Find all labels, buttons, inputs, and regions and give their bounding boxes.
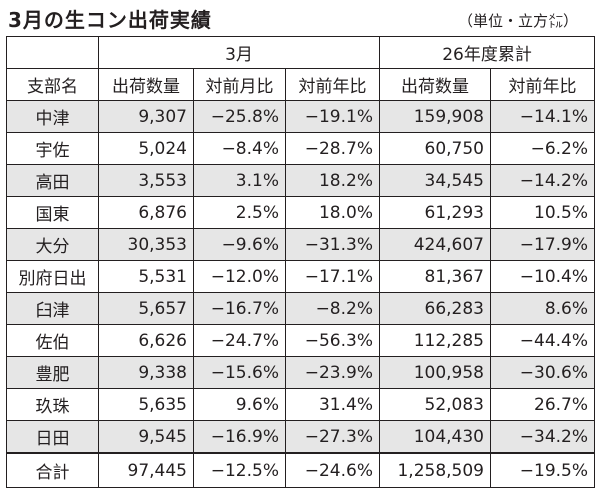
value-cell: −8.2% [285,292,380,325]
column-header: 支部名 [6,68,99,101]
value-cell: −10.4% [489,260,596,293]
value-cell: 26.7% [489,388,596,421]
value-cell: 6,876 [98,196,194,229]
value-cell: 100,958 [379,356,491,389]
branch-name-cell: 豊肥 [6,356,99,389]
branch-name-cell: 高田 [6,164,99,197]
value-cell: 5,531 [98,260,194,293]
branch-name-cell: 佐伯 [6,324,99,357]
value-cell: −6.2% [489,132,596,165]
total-label-cell: 合計 [6,452,99,488]
value-cell: 9,307 [98,100,194,133]
value-cell: −15.6% [193,356,286,389]
group-header-cumulative: 26年度累計 [378,36,596,69]
value-cell: −24.7% [193,324,286,357]
column-header: 対前年比 [489,68,596,101]
value-cell: 3,553 [98,164,194,197]
value-cell: 10.5% [489,196,596,229]
value-cell: −16.9% [193,420,286,454]
group-header-row: 3月 26年度累計 [6,36,596,69]
group-header-month: 3月 [98,36,380,69]
value-cell: 159,908 [379,100,491,133]
branch-name-cell: 宇佐 [6,132,99,165]
page-title: 3月の生コン出荷実績 [8,8,212,32]
value-cell: 61,293 [379,196,491,229]
total-value-cell: −12.5% [193,452,286,488]
value-cell: 18.2% [285,164,380,197]
value-cell: −27.3% [285,420,380,454]
branch-name-cell: 日田 [6,420,99,454]
table-row: 高田 3,553 3.1% 18.2% 34,545 −14.2% [6,164,596,197]
branch-name-cell: 別府日出 [6,260,99,293]
column-header: 出荷数量 [379,68,491,101]
branch-name-cell: 玖珠 [6,388,99,421]
column-header: 対前年比 [285,68,380,101]
value-cell: −23.9% [285,356,380,389]
value-cell: 424,607 [379,228,491,261]
value-cell: −16.7% [193,292,286,325]
value-cell: 31.4% [285,388,380,421]
value-cell: 6,626 [98,324,194,357]
column-header-row: 支部名 出荷数量 対前月比 対前年比 出荷数量 対前年比 [6,68,596,101]
value-cell: −19.1% [285,100,380,133]
value-cell: 112,285 [379,324,491,357]
value-cell: 30,353 [98,228,194,261]
value-cell: −34.2% [489,420,596,454]
value-cell: 60,750 [379,132,491,165]
branch-name-cell: 国東 [6,196,99,229]
total-row: 合計 97,445 −12.5% −24.6% 1,258,509 −19.5% [6,452,596,488]
value-cell: 81,367 [379,260,491,293]
value-cell: −31.3% [285,228,380,261]
value-cell: −9.6% [193,228,286,261]
value-cell: 3.1% [193,164,286,197]
value-cell: 9,338 [98,356,194,389]
total-value-cell: 97,445 [98,452,194,488]
table-row: 臼津 5,657 −16.7% −8.2% 66,283 8.6% [6,292,596,325]
table-row: 別府日出 5,531 −12.0% −17.1% 81,367 −10.4% [6,260,596,293]
column-header: 対前月比 [193,68,286,101]
value-cell: −17.9% [489,228,596,261]
table-row: 大分 30,353 −9.6% −31.3% 424,607 −17.9% [6,228,596,261]
value-cell: −56.3% [285,324,380,357]
value-cell: 5,657 [98,292,194,325]
value-cell: −44.4% [489,324,596,357]
value-cell: 104,430 [379,420,491,454]
shipment-table: 3月 26年度累計 支部名 出荷数量 対前月比 対前年比 出荷数量 対前年比 中… [6,36,596,488]
branch-name-cell: 中津 [6,100,99,133]
value-cell: 18.0% [285,196,380,229]
total-value-cell: −24.6% [285,452,380,488]
table-row: 宇佐 5,024 −8.4% −28.7% 60,750 −6.2% [6,132,596,165]
value-cell: 8.6% [489,292,596,325]
value-cell: −12.0% [193,260,286,293]
value-cell: 34,545 [379,164,491,197]
total-value-cell: −19.5% [489,452,596,488]
value-cell: −14.2% [489,164,596,197]
value-cell: −8.4% [193,132,286,165]
value-cell: −25.8% [193,100,286,133]
value-cell: 66,283 [379,292,491,325]
value-cell: 2.5% [193,196,286,229]
blank-header-cell [6,36,99,69]
table-row: 国東 6,876 2.5% 18.0% 61,293 10.5% [6,196,596,229]
value-cell: −14.1% [489,100,596,133]
total-value-cell: 1,258,509 [379,452,491,488]
value-cell: 9,545 [98,420,194,454]
table-row: 豊肥 9,338 −15.6% −23.9% 100,958 −30.6% [6,356,596,389]
branch-name-cell: 臼津 [6,292,99,325]
column-header: 出荷数量 [98,68,194,101]
table-row: 日田 9,545 −16.9% −27.3% 104,430 −34.2% [6,420,596,454]
value-cell: 9.6% [193,388,286,421]
value-cell: −30.6% [489,356,596,389]
table-row: 佐伯 6,626 −24.7% −56.3% 112,285 −44.4% [6,324,596,357]
table-row: 玖珠 5,635 9.6% 31.4% 52,083 26.7% [6,388,596,421]
value-cell: 52,083 [379,388,491,421]
branch-name-cell: 大分 [6,228,99,261]
table-row: 中津 9,307 −25.8% −19.1% 159,908 −14.1% [6,100,596,133]
value-cell: 5,635 [98,388,194,421]
value-cell: −28.7% [285,132,380,165]
unit-note: （単位・立方㍍） [457,12,578,30]
value-cell: 5,024 [98,132,194,165]
value-cell: −17.1% [285,260,380,293]
